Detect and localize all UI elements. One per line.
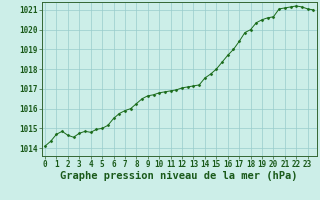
X-axis label: Graphe pression niveau de la mer (hPa): Graphe pression niveau de la mer (hPa) [60, 171, 298, 181]
